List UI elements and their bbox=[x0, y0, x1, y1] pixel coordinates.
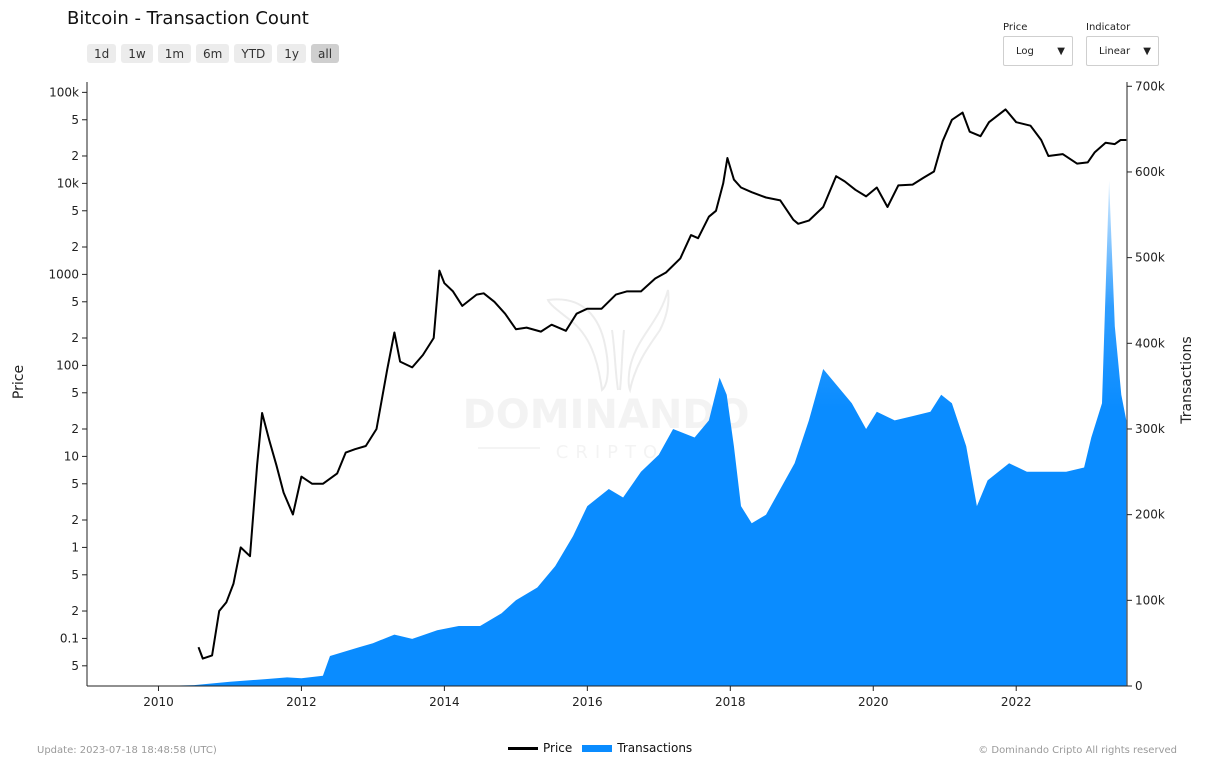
right-tick-label: 700k bbox=[1135, 79, 1165, 93]
triangle-down-icon: ▼ bbox=[1057, 45, 1065, 57]
price-scale-control: Price Log ▼ bbox=[1003, 22, 1073, 66]
legend-price-label[interactable]: Price bbox=[543, 741, 573, 755]
indicator-scale-select[interactable]: Linear ▼ bbox=[1086, 36, 1159, 66]
transactions-area bbox=[158, 180, 1127, 686]
left-axis-title: Price bbox=[11, 365, 27, 399]
x-tick-label: 2016 bbox=[572, 695, 603, 709]
x-tick-label: 2022 bbox=[1001, 695, 1032, 709]
watermark-subtext: CRIPTO bbox=[556, 442, 664, 463]
range-all-button[interactable]: all bbox=[311, 44, 340, 63]
left-tick-label: 2 bbox=[71, 149, 79, 163]
right-axis-title: Transactions bbox=[1179, 336, 1195, 424]
update-timestamp: Update: 2023-07-18 18:48:58 (UTC) bbox=[37, 745, 217, 756]
x-tick-label: 2010 bbox=[143, 695, 174, 709]
left-tick-label: 5 bbox=[71, 568, 79, 582]
right-tick-label: 500k bbox=[1135, 251, 1165, 265]
right-tick-label: 0 bbox=[1135, 679, 1143, 693]
left-tick-label: 100k bbox=[49, 85, 79, 99]
left-tick-label: 1 bbox=[71, 540, 79, 554]
range-selector: 1d 1w 1m 6m YTD 1y all bbox=[87, 44, 340, 63]
left-tick-label: 5 bbox=[71, 204, 79, 218]
triangle-down-icon: ▼ bbox=[1143, 45, 1151, 57]
price-scale-select[interactable]: Log ▼ bbox=[1003, 36, 1073, 66]
right-tick-label: 300k bbox=[1135, 422, 1165, 436]
range-1d-button[interactable]: 1d bbox=[87, 44, 117, 63]
indicator-scale-control: Indicator Linear ▼ bbox=[1086, 22, 1159, 66]
left-tick-label: 10k bbox=[57, 176, 79, 190]
price-scale-value: Log bbox=[1016, 45, 1034, 57]
transactions-layer bbox=[158, 180, 1127, 686]
left-tick-label: 1000 bbox=[48, 267, 79, 281]
left-tick-label: 2 bbox=[71, 604, 79, 618]
left-tick-label: 2 bbox=[71, 331, 79, 345]
price-scale-label: Price bbox=[1003, 22, 1028, 33]
x-tick-label: 2014 bbox=[429, 695, 460, 709]
watermark-bull-head bbox=[611, 329, 625, 391]
watermark-bull-horn bbox=[627, 289, 670, 394]
range-1w-button[interactable]: 1w bbox=[121, 44, 153, 63]
range-ytd-button[interactable]: YTD bbox=[234, 44, 273, 63]
right-tick-label: 400k bbox=[1135, 336, 1165, 350]
left-tick-label: 0.1 bbox=[60, 631, 79, 645]
left-tick-label: 2 bbox=[71, 513, 79, 527]
axes: 2010 2012 2014 2016 2018 2020 202250.125125102… bbox=[11, 79, 1195, 709]
watermark-logo: DOMINANDO CRIPTO bbox=[462, 289, 750, 463]
x-tick-label: 2018 bbox=[715, 695, 746, 709]
left-tick-label: 5 bbox=[71, 477, 79, 491]
indicator-scale-label: Indicator bbox=[1086, 22, 1131, 33]
x-tick-label: 2012 bbox=[286, 695, 317, 709]
right-tick-label: 100k bbox=[1135, 593, 1165, 607]
chart-title: Bitcoin - Transaction Count bbox=[67, 8, 309, 29]
left-tick-label: 2 bbox=[71, 422, 79, 436]
left-tick-label: 5 bbox=[71, 113, 79, 127]
copyright-notice: © Dominando Cripto All rights reserved bbox=[978, 745, 1177, 756]
left-tick-label: 5 bbox=[71, 386, 79, 400]
range-6m-button[interactable]: 6m bbox=[196, 44, 230, 63]
price-line bbox=[197, 108, 1127, 660]
right-tick-label: 600k bbox=[1135, 165, 1165, 179]
indicator-scale-value: Linear bbox=[1099, 45, 1131, 57]
left-tick-label: 10 bbox=[64, 449, 79, 463]
legend-transactions-label[interactable]: Transactions bbox=[617, 741, 693, 755]
left-tick-label: 5 bbox=[71, 295, 79, 309]
x-tick-label: 2020 bbox=[858, 695, 889, 709]
legend: Price Transactions bbox=[508, 741, 692, 755]
range-1m-button[interactable]: 1m bbox=[157, 44, 192, 63]
legend-transactions-swatch bbox=[582, 744, 613, 752]
left-tick-label: 100 bbox=[56, 358, 79, 372]
range-1y-button[interactable]: 1y bbox=[277, 44, 307, 63]
legend-price-swatch bbox=[508, 746, 538, 750]
left-tick-label: 2 bbox=[71, 240, 79, 254]
price-layer bbox=[197, 108, 1127, 660]
watermark-bull-horn bbox=[546, 298, 609, 392]
right-tick-label: 200k bbox=[1135, 508, 1165, 522]
left-tick-label: 5 bbox=[71, 659, 79, 673]
